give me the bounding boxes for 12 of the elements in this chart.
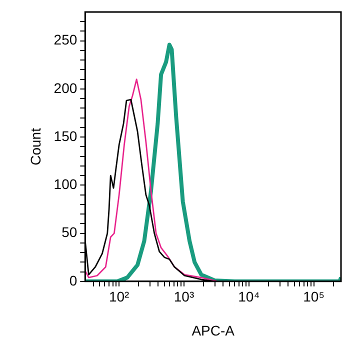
y-tick-label: 200 [54,80,78,96]
x-axis-title: APC-A [192,322,236,338]
y-tick-label: 50 [62,224,78,240]
y-tick-label: 100 [54,176,78,192]
x-tick-label: 10² [108,288,130,305]
x-tick-label: 10⁵ [303,288,325,305]
x-tick-label: 10³ [174,288,194,305]
y-tick-label: 150 [54,128,78,144]
x-tick-label: 10⁴ [238,288,260,305]
y-tick-label: 0 [69,272,78,288]
y-tick-label: 250 [54,32,78,48]
y-axis-title: Count [27,128,44,166]
